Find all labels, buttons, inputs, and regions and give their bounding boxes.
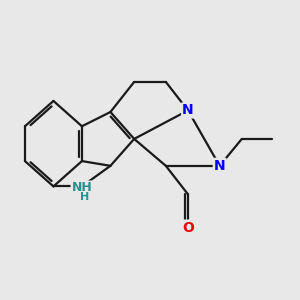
Text: O: O (182, 220, 194, 235)
Text: N: N (182, 103, 194, 117)
Text: NH: NH (72, 182, 92, 194)
Text: H: H (80, 191, 89, 202)
Text: N: N (214, 159, 226, 173)
